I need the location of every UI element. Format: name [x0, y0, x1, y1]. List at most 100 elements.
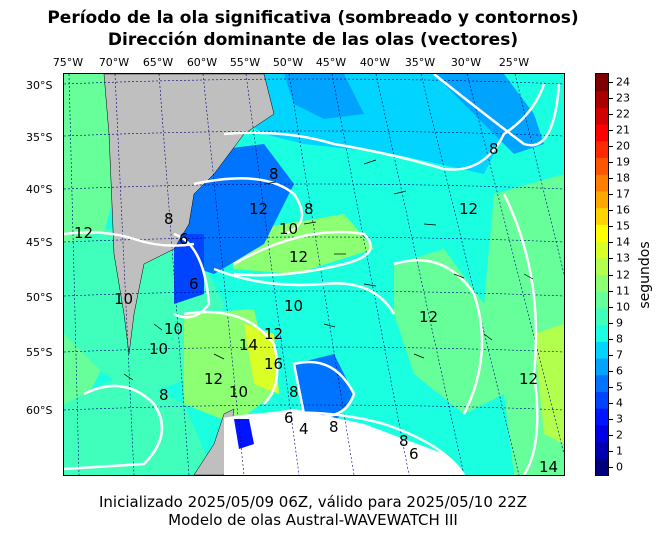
south-america-landmass	[103, 74, 275, 355]
colorbar-tick-label: 18	[616, 171, 630, 185]
vector-arrow	[483, 333, 493, 341]
lon-label: 35°W	[404, 56, 436, 69]
period-8s-region	[284, 74, 364, 119]
forecast-validity: Inicializado 2025/05/09 06Z, válido para…	[99, 493, 527, 511]
meridian	[331, 74, 410, 475]
colorbar-segment	[596, 241, 608, 259]
period-14s-region	[244, 324, 279, 394]
contour-label: 12	[264, 325, 283, 343]
colorbar-segment	[596, 207, 608, 225]
map-subtitle: Dirección dominante de las olas (vectore…	[107, 30, 519, 50]
contour-label: 8	[399, 432, 409, 450]
period-10s-region	[64, 374, 214, 475]
contour-label: 8	[489, 140, 499, 158]
contour-label: 10	[164, 320, 183, 338]
colorbar-segment	[596, 74, 608, 92]
colorbar-tick-mark	[609, 242, 613, 244]
period-5s-region	[174, 234, 204, 304]
colorbar-tick-mark	[609, 98, 613, 100]
colorbar-segment	[596, 190, 608, 209]
colorbar-segment	[596, 174, 608, 192]
colorbar-tick-mark	[609, 82, 613, 84]
contour-line	[393, 259, 484, 415]
contour-line	[233, 230, 372, 277]
colorbar-tick-label: 0	[616, 460, 623, 474]
lon-label: 25°W	[498, 56, 530, 69]
colorbar-tick-mark	[609, 306, 613, 308]
colorbar-tick-mark	[609, 450, 613, 452]
colorbar-segment	[596, 358, 608, 376]
vector-arrow	[153, 323, 163, 331]
colorbar-segment	[596, 274, 608, 292]
period-11s-region	[394, 249, 504, 414]
colorbar-tick-mark	[609, 434, 613, 436]
colorbar-tick-label: 5	[616, 380, 623, 394]
colorbar-segment	[596, 90, 608, 108]
contour-line	[213, 267, 396, 315]
contour-label: 12	[419, 308, 438, 326]
contour-label: 6	[284, 409, 294, 427]
model-name: Modelo de olas Austral-WAVEWATCH III	[168, 511, 458, 529]
lon-label: 70°W	[98, 56, 130, 69]
contour-label: 6	[409, 445, 419, 463]
colorbar-segment	[596, 140, 608, 159]
contour-line	[183, 310, 279, 405]
colorbar-tick-label: 19	[616, 155, 630, 169]
colorbar-tick-mark	[609, 354, 613, 356]
meridian	[466, 74, 564, 455]
colorbar-segment	[596, 441, 608, 459]
colorbar-tick-label: 4	[616, 396, 623, 410]
contour-label: 8	[269, 165, 279, 183]
lon-label: 65°W	[142, 56, 174, 69]
colorbar-tick-mark	[609, 274, 613, 276]
vector-arrow	[363, 283, 377, 287]
contour-label: 10	[279, 220, 298, 238]
period-7s-region	[294, 354, 354, 424]
colorbar-tick-label: 2	[616, 428, 623, 442]
vector-arrow	[363, 159, 377, 165]
colorbar-tick-label: 13	[616, 251, 630, 265]
colorbar-tick-label: 3	[616, 412, 623, 426]
period-13s-region	[534, 324, 564, 444]
colorbar-segment	[596, 324, 608, 342]
meridian	[158, 74, 190, 475]
lon-label: 40°W	[359, 56, 391, 69]
contour-label: 8	[164, 210, 174, 228]
map-canvas: 8 12 10 12 8 12 8 10 12 6 6 10 10 12 10 …	[64, 74, 564, 475]
vector-arrow	[123, 373, 134, 381]
colorbar-segment	[596, 224, 608, 242]
contour-label: 12	[459, 200, 478, 218]
lon-label: 45°W	[315, 56, 347, 69]
colorbar-segment	[596, 307, 608, 326]
contour-label: 12	[519, 370, 538, 388]
contour-line	[64, 231, 195, 247]
colorbar-tick-label: 21	[616, 123, 630, 137]
contour-label: 10	[114, 290, 133, 308]
colorbar-tick-mark	[609, 290, 613, 292]
contour-line	[64, 384, 164, 471]
colorbar-segment	[596, 291, 608, 309]
wave-period-map: 8 12 10 12 8 12 8 10 12 6 6 10 10 12 10 …	[63, 73, 565, 476]
colorbar-segment	[596, 408, 608, 426]
colorbar-segment	[596, 107, 608, 125]
contour-label: 12	[74, 224, 93, 242]
colorbar-tick-label: 24	[616, 75, 630, 89]
colorbar-tick-mark	[609, 370, 613, 372]
colorbar-tick-label: 7	[616, 348, 623, 362]
colorbar	[595, 73, 609, 476]
contour-lines	[64, 74, 561, 475]
contour-label: 4	[299, 420, 309, 438]
colorbar-tick-mark	[609, 130, 613, 132]
colorbar-label: segundos	[637, 241, 653, 309]
vector-arrow	[393, 190, 407, 195]
colorbar-tick-label: 9	[616, 316, 623, 330]
colorbar-tick-mark	[609, 226, 613, 228]
lat-label: 60°S	[26, 404, 53, 417]
vector-arrow	[263, 181, 277, 185]
colorbar-tick-label: 11	[616, 284, 630, 298]
colorbar-tick-mark	[609, 418, 613, 420]
colorbar-tick-mark	[609, 258, 613, 260]
contour-label: 8	[304, 200, 314, 218]
vector-arrow	[323, 323, 336, 328]
colorbar-tick-label: 20	[616, 139, 630, 153]
